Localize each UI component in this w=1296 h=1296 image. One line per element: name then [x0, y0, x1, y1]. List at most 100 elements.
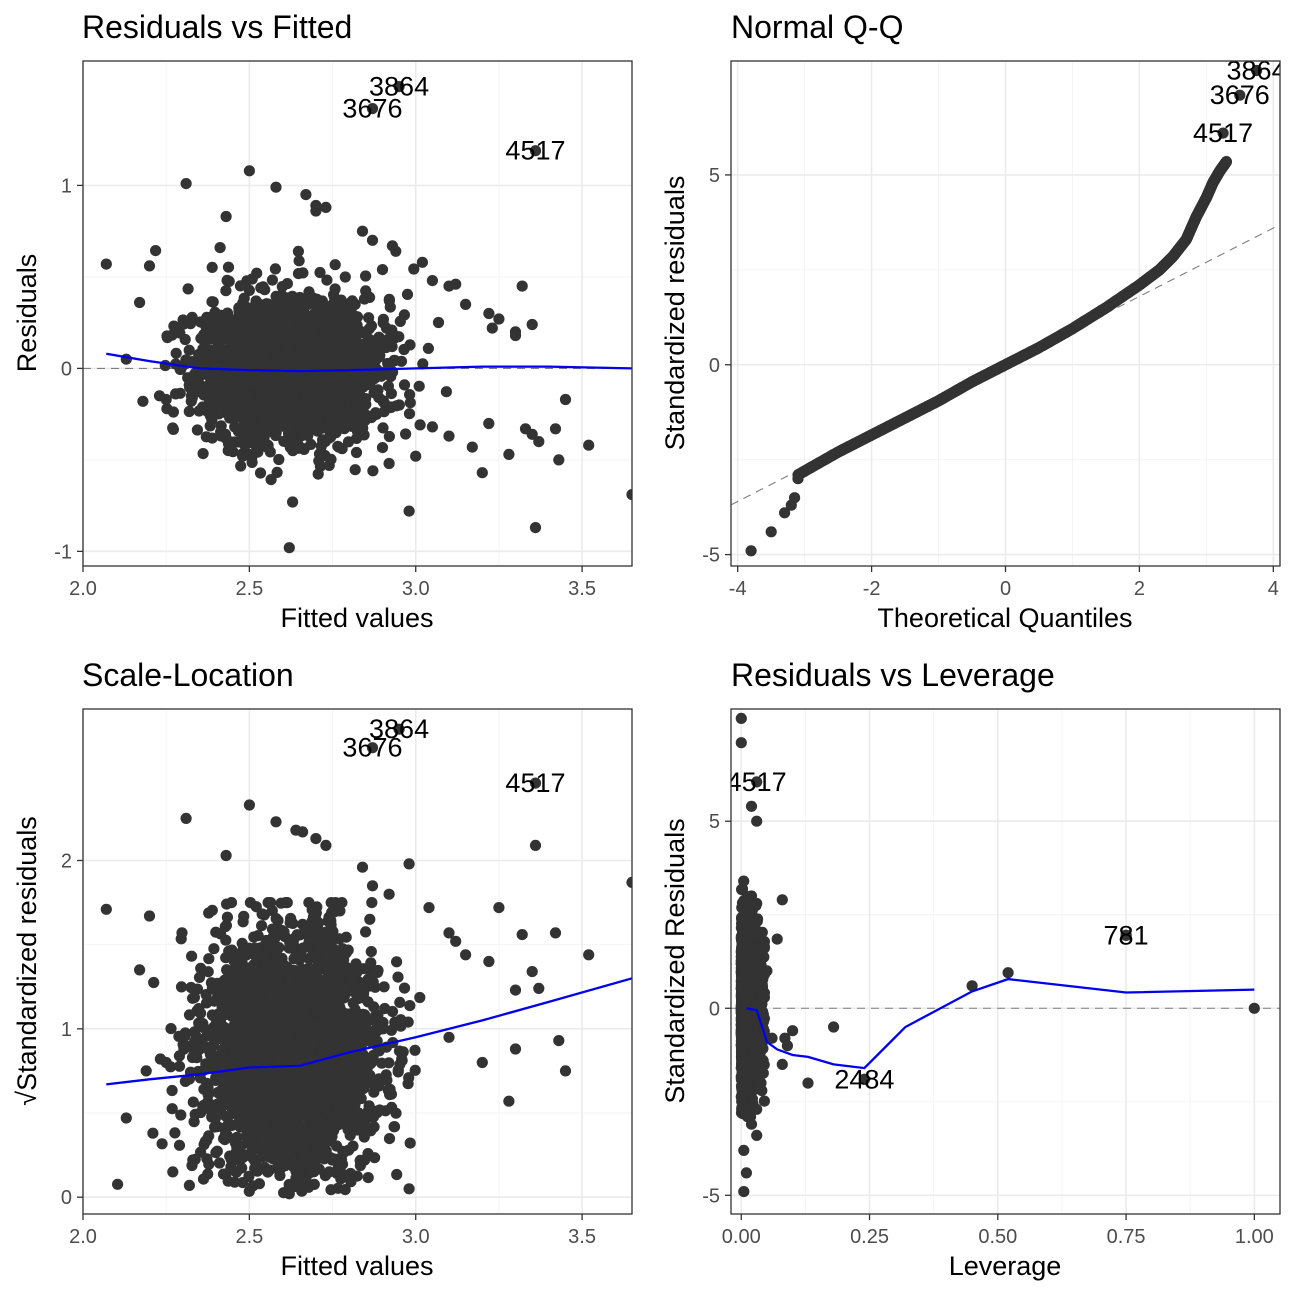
data-point — [297, 267, 309, 279]
data-point — [195, 1007, 207, 1019]
data-point — [358, 429, 370, 441]
x-tick-label: 3.0 — [402, 578, 430, 600]
data-point — [329, 283, 341, 295]
data-point — [363, 312, 375, 324]
data-point — [166, 1103, 178, 1115]
data-point — [168, 320, 180, 332]
data-point — [251, 267, 263, 279]
outlier-point — [509, 326, 522, 338]
outlier-point — [320, 201, 332, 213]
panel-residuals-vs-fitted: Residuals vs Fitted Fitted values Residu… — [12, 9, 633, 633]
outlier-point — [410, 450, 422, 462]
x-tick-label: 3.5 — [568, 578, 596, 600]
outlier-point — [526, 428, 538, 440]
data-point — [148, 976, 160, 989]
outlier-point — [283, 542, 295, 554]
data-point — [193, 405, 205, 417]
data-point — [366, 897, 378, 909]
data-point — [191, 424, 203, 436]
data-point — [342, 436, 355, 448]
outlier-point — [134, 296, 146, 309]
data-point — [409, 1044, 421, 1056]
data-point — [347, 389, 359, 401]
highlighted-point — [529, 145, 542, 157]
y-tick-label: 1 — [61, 175, 72, 197]
data-point — [413, 380, 425, 392]
point-label: 4517 — [1193, 118, 1253, 148]
outlier-point — [493, 313, 505, 325]
data-point — [193, 348, 205, 361]
data-point — [255, 282, 267, 294]
data-point — [277, 297, 289, 309]
x-tick-label: -2 — [863, 578, 881, 600]
outlier-point — [383, 457, 395, 470]
data-point — [404, 1137, 416, 1149]
data-point — [248, 421, 261, 433]
data-point — [235, 460, 247, 472]
y-tick-label: 0 — [709, 355, 720, 377]
qq-tail-point — [765, 526, 777, 538]
data-point — [400, 428, 412, 440]
data-point — [238, 292, 250, 304]
data-point — [221, 274, 233, 286]
data-point — [377, 422, 389, 434]
data-point — [329, 302, 341, 314]
panel-title: Normal Q-Q — [731, 9, 903, 45]
outlier-point — [137, 395, 149, 407]
data-point — [350, 411, 362, 423]
data-point — [391, 1168, 403, 1181]
outlier-point — [323, 459, 335, 471]
smooth-line — [106, 352, 632, 373]
data-point — [364, 373, 376, 385]
data-point — [290, 304, 302, 316]
qq-tail-point — [745, 545, 757, 557]
data-point — [180, 354, 192, 366]
outlier-point — [143, 260, 156, 272]
data-point — [204, 410, 217, 422]
data-point — [311, 341, 324, 353]
data-point — [401, 288, 414, 300]
data-point — [404, 397, 416, 409]
x-axis-title: Fitted values — [280, 603, 433, 633]
data-point — [398, 379, 411, 391]
x-tick-label: 2.0 — [69, 578, 97, 600]
outlier-point — [270, 181, 282, 193]
data-point — [263, 311, 275, 323]
data-point — [324, 328, 336, 340]
data-point — [313, 455, 325, 467]
data-point — [167, 423, 179, 435]
outlier-point — [503, 448, 515, 460]
data-point — [329, 411, 341, 423]
data-point — [305, 321, 317, 333]
data-point — [237, 325, 249, 337]
data-point — [201, 347, 213, 359]
data-point — [233, 392, 246, 404]
data-point — [272, 378, 284, 390]
data-point — [238, 910, 250, 922]
outlier-point — [426, 421, 438, 433]
qq-tail-point — [792, 473, 804, 485]
data-point — [265, 897, 277, 909]
data-point — [385, 401, 397, 414]
data-point — [293, 255, 305, 267]
data-point — [245, 378, 257, 390]
data-point — [397, 1046, 409, 1058]
data-point — [310, 390, 322, 402]
data-point — [281, 278, 293, 290]
data-point — [314, 266, 326, 279]
data-point — [204, 395, 216, 408]
data-point — [325, 897, 337, 909]
data-point — [339, 1184, 351, 1196]
data-point — [283, 331, 295, 343]
data-point — [262, 1166, 274, 1178]
data-point — [183, 344, 195, 356]
data-point — [408, 263, 420, 275]
data-point — [270, 344, 282, 356]
data-point — [202, 379, 215, 392]
data-point — [403, 408, 416, 420]
data-point — [295, 424, 307, 436]
point-label: 3864 — [1227, 56, 1287, 86]
data-point — [321, 274, 333, 286]
